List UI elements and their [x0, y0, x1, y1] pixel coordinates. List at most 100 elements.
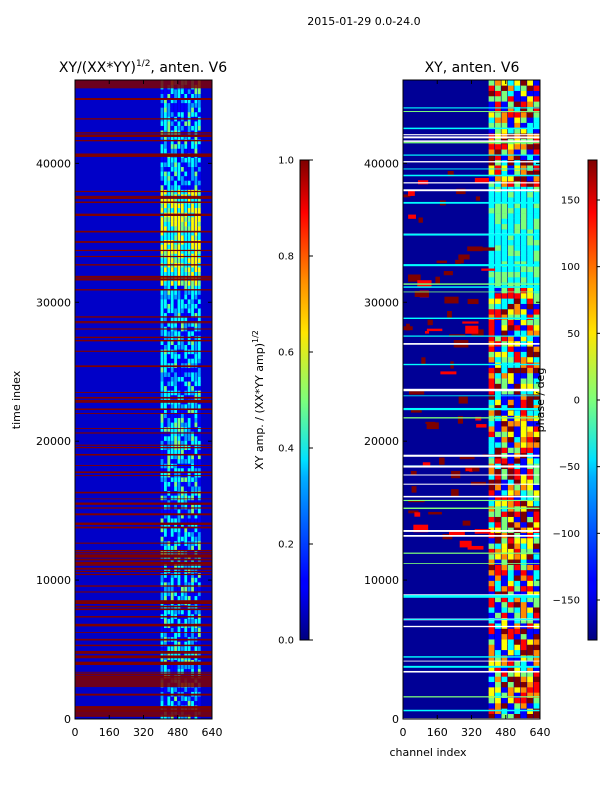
left-heatmap-cell — [164, 527, 167, 533]
left-heatmap-cell — [194, 618, 198, 624]
left-heatmap-cell — [184, 513, 188, 519]
right-heatmap-cell — [495, 495, 501, 501]
right-heatmap-cell — [501, 191, 508, 198]
left-heatmap-cell — [164, 664, 167, 670]
left-heatmap-cell — [184, 317, 188, 323]
left-heatmap-cell — [194, 504, 198, 510]
left-heatmap-cell — [191, 582, 194, 587]
right-heatmap-cell — [520, 703, 527, 709]
left-heatmap-cell — [164, 271, 167, 277]
right-heatmap-patch — [476, 424, 487, 428]
left-heatmap-cell — [187, 595, 191, 601]
left-heatmap-cell — [197, 353, 201, 359]
right-heatmap-cell — [533, 383, 540, 390]
left-heatmap-cell — [197, 586, 201, 592]
right-heatmap-cell — [514, 410, 521, 416]
left-heatmap-stripe — [75, 558, 212, 561]
right-heatmap-cell — [488, 484, 495, 491]
left-heatmap-stripe — [75, 502, 212, 505]
left-heatmap-cell — [184, 536, 188, 542]
left-heatmap-cell — [191, 454, 194, 460]
left-heatmap-cell — [194, 632, 198, 638]
left-heatmap-cell — [170, 572, 174, 578]
left-heatmap-cell — [174, 700, 177, 706]
left-heatmap-cell — [160, 321, 164, 327]
left-heatmap-cell — [164, 221, 167, 227]
right-heatmap-cell — [495, 442, 501, 448]
left-heatmap-cell — [184, 586, 188, 592]
left-heatmap-cell — [187, 207, 191, 213]
left-heatmap-stripe — [75, 555, 212, 558]
right-heatmap-cell — [507, 372, 514, 379]
left-heatmap-cell — [194, 413, 198, 419]
left-heatmap-cell — [180, 440, 184, 446]
left-heatmap-cell — [180, 248, 184, 254]
right-heatmap-cell — [501, 639, 508, 645]
right-heatmap-cell — [488, 213, 495, 219]
right-heatmap-cell — [495, 383, 501, 390]
left-heatmap-cell — [197, 413, 201, 419]
left-heatmap-cell — [174, 253, 177, 259]
right-y-tick-label: 30000 — [364, 296, 399, 309]
left-heatmap-cell — [191, 586, 194, 592]
right-heatmap-cell — [527, 372, 533, 379]
right-heatmap-cell — [533, 277, 540, 283]
right-heatmap-cell — [495, 447, 501, 454]
right-heatmap-cell — [527, 468, 533, 475]
left-heatmap-cell — [167, 381, 171, 387]
left-heatmap-cell — [184, 481, 188, 487]
left-heatmap-stripe — [75, 278, 212, 280]
left-heatmap-cell — [160, 545, 164, 551]
left-heatmap-cell — [164, 545, 167, 551]
right-heatmap-cell — [520, 580, 527, 587]
left-heatmap-cell — [167, 312, 171, 318]
left-heatmap-cell — [174, 618, 177, 624]
left-heatmap-cell — [184, 107, 188, 113]
right-heatmap-cell — [527, 298, 533, 304]
left-heatmap-cell — [170, 280, 174, 286]
left-heatmap-cell — [167, 536, 171, 542]
left-heatmap-cell — [194, 426, 198, 432]
left-heatmap-cell — [180, 267, 184, 272]
right-heatmap-cell — [527, 399, 533, 406]
left-heatmap-cell — [160, 230, 164, 236]
left-heatmap-cell — [167, 207, 171, 213]
right-heatmap-cell — [488, 80, 495, 86]
right-heatmap-cell — [488, 319, 495, 326]
left-heatmap-cell — [194, 495, 198, 501]
left-heatmap-cell — [194, 668, 198, 674]
left-heatmap-cell — [164, 495, 167, 501]
right-heatmap-cell — [527, 85, 533, 91]
left-heatmap-cell — [197, 486, 201, 492]
left-heatmap-cell — [174, 572, 177, 578]
left-heatmap-cell — [174, 385, 177, 391]
left-heatmap-cell — [167, 89, 171, 94]
right-heatmap-cell — [488, 101, 495, 107]
right-heatmap-patch — [425, 421, 436, 424]
left-heatmap-cell — [191, 139, 194, 145]
left-heatmap-stripe — [75, 140, 212, 142]
left-heatmap-cell — [170, 89, 174, 94]
left-heatmap-cell — [174, 609, 177, 615]
right-heatmap-cell — [520, 122, 527, 129]
right-heatmap-cell — [514, 143, 521, 150]
left-heatmap-cell — [177, 513, 181, 519]
right-heatmap-cell — [527, 410, 533, 416]
left-heatmap-cell — [177, 668, 181, 674]
left-heatmap-cell — [197, 499, 201, 505]
left-heatmap-cell — [197, 458, 201, 464]
left-y-tick-label: 0 — [64, 713, 71, 726]
left-heatmap-cell — [184, 700, 188, 706]
right-heatmap-cell — [507, 303, 514, 310]
left-heatmap-cell — [197, 559, 201, 565]
left-heatmap-cell — [187, 467, 191, 473]
right-heatmap-cell — [488, 713, 495, 720]
right-heatmap-cell — [501, 569, 508, 576]
left-heatmap-cell — [197, 536, 201, 542]
right-heatmap-patch — [475, 416, 482, 421]
left-heatmap-stripe — [75, 671, 212, 673]
right-heatmap-cell — [514, 511, 521, 517]
right-heatmap-cell — [533, 335, 540, 342]
left-heatmap-cell — [177, 591, 181, 597]
left-heatmap-cell — [167, 285, 171, 291]
